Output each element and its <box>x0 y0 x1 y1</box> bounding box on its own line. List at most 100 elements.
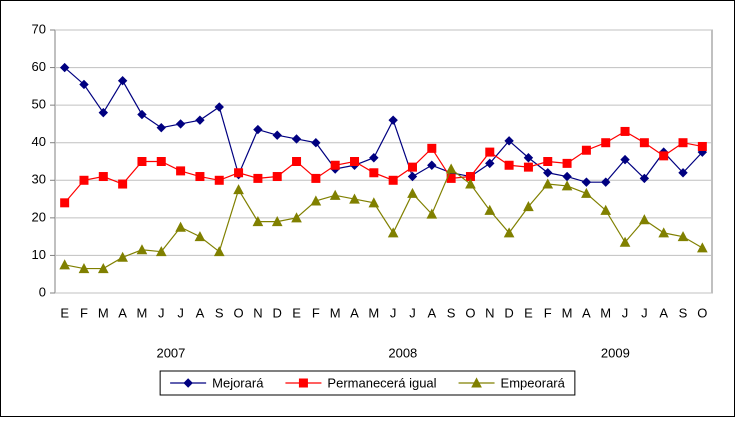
data-point <box>620 126 630 136</box>
x-tick-label: J <box>177 305 184 320</box>
data-point <box>561 180 573 191</box>
x-tick-label: D <box>273 305 282 320</box>
x-tick-label: M <box>600 305 611 320</box>
data-point <box>388 115 398 125</box>
data-point <box>485 147 495 157</box>
data-point <box>601 177 611 187</box>
data-point <box>272 172 282 182</box>
data-point <box>542 178 554 189</box>
data-point <box>678 138 688 148</box>
data-point <box>484 204 496 215</box>
data-point <box>523 162 533 172</box>
data-point <box>581 187 592 198</box>
data-point <box>194 231 206 242</box>
data-point <box>369 153 379 163</box>
x-tick-label: A <box>582 305 591 320</box>
x-tick-label: O <box>234 305 244 320</box>
data-point <box>271 216 283 227</box>
x-tick-label: E <box>524 305 533 320</box>
data-point <box>60 198 70 208</box>
legend-marker <box>298 378 308 388</box>
data-point <box>600 204 612 215</box>
series-line <box>64 130 703 204</box>
data-point <box>387 227 399 238</box>
data-point <box>562 158 572 168</box>
data-point <box>504 160 514 170</box>
data-point <box>581 145 591 155</box>
legend-marker <box>183 378 193 388</box>
data-point <box>234 168 244 178</box>
data-point <box>620 154 630 165</box>
data-point <box>98 172 108 182</box>
data-point <box>311 138 321 148</box>
x-tick-label: A <box>659 305 668 320</box>
data-point <box>291 134 302 144</box>
data-point <box>659 151 669 161</box>
x-tick-label: S <box>447 305 456 320</box>
data-point <box>59 259 70 270</box>
data-point <box>619 236 631 247</box>
data-point <box>465 178 476 189</box>
legend-label: Empeorará <box>501 375 566 390</box>
data-point <box>292 157 302 166</box>
x-tick-label: D <box>504 305 513 320</box>
y-tick-label: 50 <box>32 97 46 112</box>
legend-label: Permanecerá igual <box>327 375 436 390</box>
year-label: 2008 <box>388 345 417 360</box>
x-tick-label: F <box>80 305 88 320</box>
data-point <box>233 184 244 195</box>
y-tick-label: 40 <box>32 134 46 149</box>
data-point <box>543 168 553 178</box>
data-point <box>697 141 707 151</box>
data-point <box>523 201 534 212</box>
x-tick-label: J <box>622 305 629 320</box>
data-point <box>427 160 437 170</box>
data-point <box>310 195 322 206</box>
data-point <box>677 231 689 242</box>
x-tick-label: M <box>330 305 341 320</box>
data-point <box>639 214 650 225</box>
data-point <box>117 251 128 262</box>
data-point <box>79 175 89 185</box>
data-point <box>175 221 186 232</box>
series-line <box>64 67 703 183</box>
x-tick-label: M <box>98 305 109 320</box>
data-point <box>97 263 109 274</box>
data-point <box>117 76 128 86</box>
x-tick-label: F <box>312 305 320 320</box>
data-point <box>137 157 147 166</box>
x-tick-label: O <box>465 305 475 320</box>
data-point <box>581 177 592 187</box>
data-point <box>272 130 282 140</box>
y-tick-label: 0 <box>39 284 46 299</box>
y-tick-label: 30 <box>32 172 46 187</box>
data-point <box>368 197 380 208</box>
data-point <box>136 244 148 255</box>
x-tick-label: A <box>427 305 436 320</box>
data-point <box>175 119 186 129</box>
data-point <box>678 168 688 178</box>
y-tick-label: 70 <box>32 21 46 36</box>
x-tick-label: M <box>137 305 148 320</box>
series-line <box>64 168 703 270</box>
x-tick-label: J <box>409 305 416 320</box>
data-point <box>311 173 321 183</box>
data-point <box>195 172 205 182</box>
year-label: 2009 <box>601 345 630 360</box>
data-point <box>407 171 418 182</box>
data-point <box>485 158 495 169</box>
data-point <box>407 162 417 172</box>
x-tick-label: A <box>118 305 127 320</box>
data-point <box>78 263 90 274</box>
data-point <box>213 246 225 257</box>
data-point <box>427 143 437 153</box>
data-point <box>388 175 398 185</box>
data-point <box>658 227 670 238</box>
x-tick-label: A <box>350 305 359 320</box>
x-tick-label: S <box>679 305 688 320</box>
x-tick-label: J <box>158 305 165 320</box>
data-point <box>176 166 186 176</box>
data-point <box>369 168 379 178</box>
x-tick-label: J <box>390 305 397 320</box>
